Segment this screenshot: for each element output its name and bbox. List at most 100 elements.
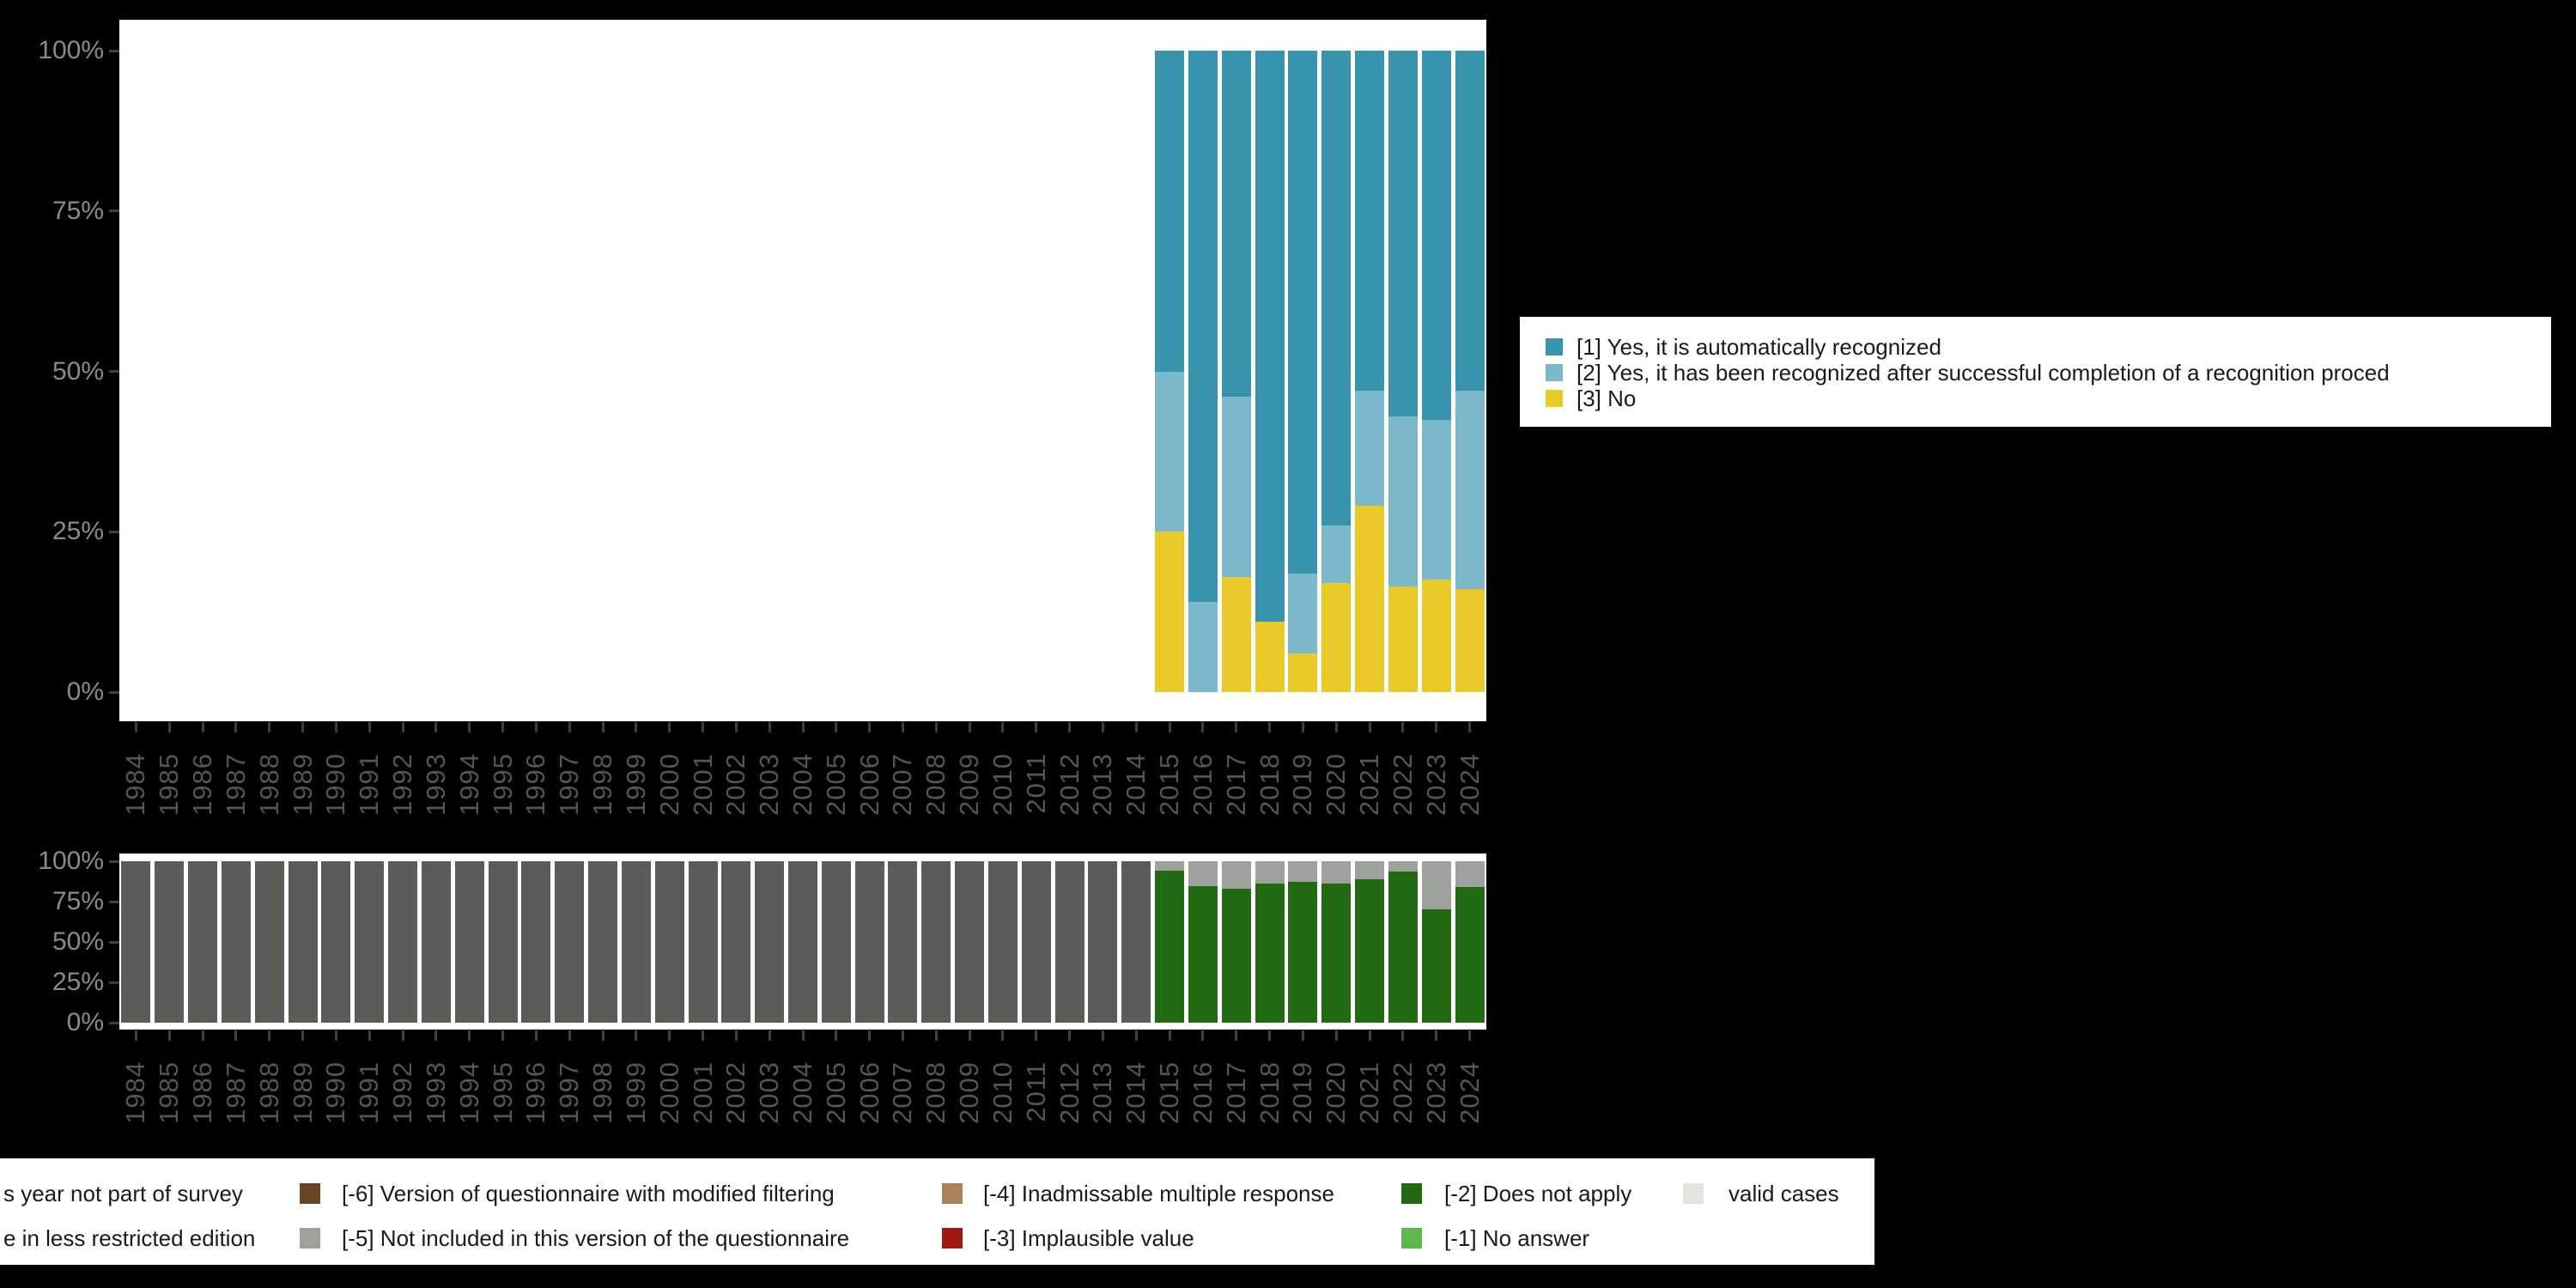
legend-swatch bbox=[1546, 338, 1563, 355]
bar-segment bbox=[987, 861, 1018, 1023]
bar-2007 bbox=[888, 861, 918, 1023]
x-axis-tick bbox=[1068, 722, 1072, 732]
bar-1990 bbox=[321, 861, 351, 1023]
bar-segment bbox=[755, 861, 785, 1023]
bar-2024 bbox=[1455, 51, 1485, 692]
x-axis-year-label: 2002 bbox=[720, 1061, 751, 1124]
bar-segment bbox=[721, 861, 751, 1023]
x-axis-year-label: 2019 bbox=[1287, 1061, 1318, 1124]
x-axis-year-label: 2008 bbox=[920, 753, 951, 816]
x-axis-year-label: 1995 bbox=[487, 753, 518, 816]
x-axis-tick bbox=[968, 722, 971, 732]
y-axis-label: 75% bbox=[52, 196, 104, 225]
x-axis-year-label: 2007 bbox=[887, 753, 918, 816]
bar-segment bbox=[1221, 397, 1251, 577]
bar-1993 bbox=[421, 861, 451, 1023]
x-axis-year-label: 1994 bbox=[453, 1061, 484, 1124]
bar-segment bbox=[1455, 390, 1485, 590]
bar-segment bbox=[1188, 51, 1218, 603]
x-axis-tick bbox=[1301, 1030, 1304, 1041]
bar-2008 bbox=[921, 861, 951, 1023]
legend-label: [-2] Does not apply bbox=[1444, 1181, 1632, 1206]
bar-2022 bbox=[1388, 861, 1418, 1023]
x-axis-tick bbox=[702, 1030, 704, 1041]
x-axis-tick bbox=[702, 722, 704, 732]
legend-swatch bbox=[1683, 1183, 1704, 1204]
bar-2021 bbox=[1355, 861, 1385, 1023]
x-axis-tick bbox=[434, 1030, 438, 1041]
x-axis-tick bbox=[568, 1030, 571, 1041]
x-axis-tick bbox=[1101, 722, 1104, 732]
bar-segment bbox=[221, 861, 251, 1023]
x-axis-tick bbox=[734, 722, 738, 732]
x-axis-year-label: 2012 bbox=[1054, 753, 1084, 816]
y-axis-tick bbox=[109, 981, 119, 984]
x-axis-year-label: 2013 bbox=[1087, 1061, 1118, 1124]
legend-swatch bbox=[1546, 364, 1563, 381]
y-axis-label: 25% bbox=[52, 517, 104, 546]
bar-2006 bbox=[854, 861, 884, 1023]
x-axis-year-label: 1990 bbox=[320, 753, 351, 816]
bar-2004 bbox=[788, 861, 817, 1023]
bar-segment bbox=[1455, 861, 1485, 888]
x-axis-year-label: 1990 bbox=[320, 1061, 351, 1124]
bar-1995 bbox=[488, 861, 518, 1023]
x-axis-year-label: 1985 bbox=[154, 1061, 185, 1124]
legend-label: [-6] Version of questionnaire with modif… bbox=[342, 1181, 835, 1206]
x-axis-tick bbox=[1301, 722, 1304, 732]
x-axis-year-label: 2007 bbox=[887, 1061, 918, 1124]
x-axis-tick bbox=[668, 1030, 671, 1041]
bar-segment bbox=[1355, 878, 1385, 1023]
x-axis-tick bbox=[234, 722, 238, 732]
bar-segment bbox=[688, 861, 718, 1023]
x-axis-tick bbox=[1134, 1030, 1138, 1041]
x-axis-tick bbox=[434, 722, 438, 732]
x-axis-year-label: 1995 bbox=[487, 1061, 518, 1124]
bar-segment bbox=[821, 861, 851, 1023]
bar-1985 bbox=[155, 861, 185, 1023]
y-axis-tick bbox=[109, 1021, 119, 1024]
x-axis-year-label: 1992 bbox=[387, 1061, 418, 1124]
x-axis-year-label: 2000 bbox=[653, 1061, 684, 1124]
x-axis-tick bbox=[1401, 722, 1405, 732]
x-axis-tick bbox=[534, 722, 538, 732]
bar-segment bbox=[1021, 861, 1051, 1023]
x-axis-year-label: 1999 bbox=[620, 753, 651, 816]
x-axis-tick bbox=[968, 1030, 971, 1041]
x-axis-year-label: 1989 bbox=[287, 1061, 318, 1124]
x-axis-tick bbox=[334, 722, 337, 732]
x-axis-tick bbox=[1001, 722, 1005, 732]
bar-segment bbox=[1155, 371, 1185, 532]
x-axis-tick bbox=[768, 722, 771, 732]
legend-label: [-4] Inadmissable multiple response bbox=[983, 1181, 1334, 1206]
bar-segment bbox=[254, 861, 284, 1023]
x-axis-tick bbox=[1201, 722, 1205, 732]
bar-2009 bbox=[955, 861, 985, 1023]
x-axis-year-label: 1998 bbox=[587, 753, 618, 816]
bar-2022 bbox=[1388, 51, 1418, 692]
bar-segment bbox=[1421, 419, 1451, 580]
bar-2015 bbox=[1155, 861, 1185, 1023]
bar-2012 bbox=[1054, 861, 1084, 1023]
bar-segment bbox=[1255, 884, 1285, 1023]
bar-2023 bbox=[1421, 861, 1451, 1023]
x-axis-tick bbox=[368, 1030, 371, 1041]
x-axis-year-label: 2004 bbox=[787, 1061, 817, 1124]
x-axis-tick bbox=[1268, 722, 1272, 732]
y-axis-label: 75% bbox=[52, 887, 104, 915]
x-axis-year-label: 1986 bbox=[187, 1061, 218, 1124]
bar-segment bbox=[1388, 586, 1418, 692]
x-axis-year-label: 1988 bbox=[253, 753, 284, 816]
bar-segment bbox=[454, 861, 484, 1023]
bar-2023 bbox=[1421, 51, 1451, 692]
bar-2018 bbox=[1255, 51, 1285, 692]
bar-segment bbox=[421, 861, 451, 1023]
x-axis-tick bbox=[268, 722, 271, 732]
bar-segment bbox=[1455, 887, 1485, 1023]
x-axis-year-label: 2017 bbox=[1220, 753, 1251, 816]
bar-segment bbox=[921, 861, 951, 1023]
x-axis-tick bbox=[868, 1030, 872, 1041]
x-axis-tick bbox=[1235, 1030, 1238, 1041]
bar-2019 bbox=[1288, 51, 1318, 692]
